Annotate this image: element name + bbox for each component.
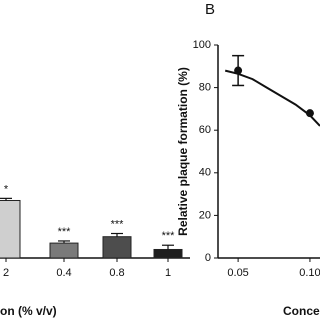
bar	[153, 248, 183, 259]
data-point	[234, 66, 243, 75]
x-tick-label: 2	[3, 267, 9, 279]
y-tick-label: 60	[199, 124, 211, 136]
annotation: ***	[162, 230, 176, 242]
data-point	[305, 109, 314, 118]
annotation: ***	[111, 218, 125, 230]
y-axis-label: Relative plaque formation (%)	[176, 67, 190, 236]
y-tick-label: 0	[205, 252, 211, 264]
x-axis-label: on (% v/v)	[0, 304, 57, 318]
x-tick-label: 0.10	[299, 267, 320, 279]
annotation: *	[4, 183, 9, 195]
y-tick-label: 100	[193, 39, 211, 51]
x-axis-label: Concer	[283, 304, 320, 318]
y-tick-label: 40	[199, 167, 211, 179]
bar	[49, 242, 79, 259]
bar	[0, 199, 21, 259]
x-tick-label: 1	[165, 267, 171, 279]
x-tick-label: 0.8	[109, 267, 124, 279]
x-tick-label: 0.4	[56, 267, 71, 279]
annotation: ***	[58, 226, 72, 238]
fit-curve	[224, 69, 320, 127]
bar	[102, 236, 132, 259]
panel-label: B	[205, 1, 215, 18]
x-tick-label: 0.05	[227, 267, 248, 279]
y-tick-label: 80	[199, 82, 211, 94]
y-tick-label: 20	[199, 209, 211, 221]
